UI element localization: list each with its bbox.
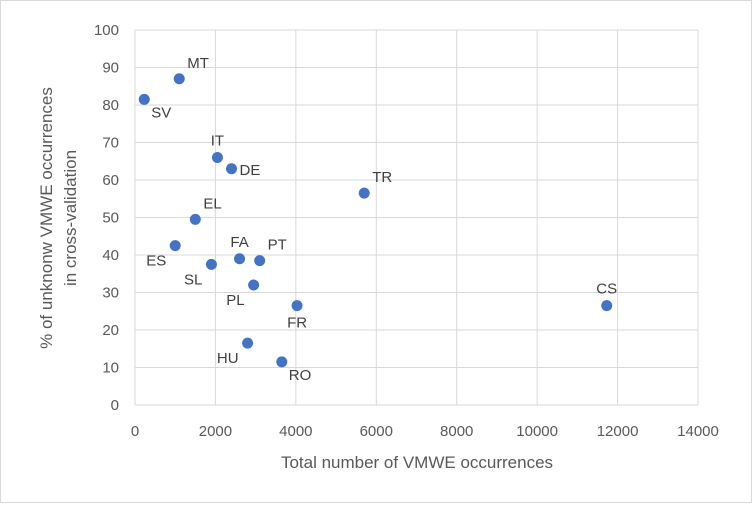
- gridlines: [134, 29, 699, 406]
- point-label-pl: PL: [226, 292, 244, 309]
- point-label-sv: SV: [151, 104, 171, 121]
- point-label-fr: FR: [287, 315, 307, 332]
- point-label-ro: RO: [289, 367, 312, 384]
- x-tick-label: 4000: [279, 423, 312, 440]
- point-fr: [291, 300, 303, 312]
- point-label-mt: MT: [187, 55, 209, 72]
- y-tick-label: 20: [102, 322, 119, 339]
- point-label-cs: CS: [596, 281, 617, 298]
- y-tick-label: 60: [102, 172, 119, 189]
- x-tick-label: 0: [131, 423, 139, 440]
- point-pl: [248, 279, 260, 291]
- y-tick-label: 0: [111, 397, 119, 414]
- y-tick-label: 50: [102, 210, 119, 227]
- point-el: [189, 213, 201, 225]
- point-label-hu: HU: [217, 350, 239, 367]
- point-sl: [205, 258, 217, 270]
- point-ro: [276, 356, 288, 368]
- point-label-el: EL: [203, 195, 221, 212]
- tick-labels: 0 10 20 30 40 50 60 70 80 90 100 0 2000 4000 6000 8000 1…: [94, 22, 719, 440]
- point-fa: [234, 253, 246, 265]
- point-mt: [173, 73, 185, 85]
- y-axis-title-line-2: in cross-validation: [61, 150, 80, 286]
- point-label-it: IT: [211, 133, 224, 150]
- y-tick-label: 30: [102, 285, 119, 302]
- point-label-pt: PT: [268, 237, 287, 254]
- x-tick-label: 2000: [199, 423, 232, 440]
- x-tick-label: 10000: [516, 423, 558, 440]
- data-points: [138, 73, 613, 368]
- y-tick-label: 10: [102, 360, 119, 377]
- x-tick-label: 8000: [440, 423, 473, 440]
- point-hu: [242, 337, 254, 349]
- point-label-sl: SL: [184, 271, 202, 288]
- point-tr: [358, 187, 370, 199]
- x-axis-title: Total number of VMWE occurrences: [281, 453, 553, 472]
- point-label-de: DE: [240, 162, 261, 179]
- y-tick-label: 80: [102, 97, 119, 114]
- point-it: [211, 152, 223, 163]
- point-pt: [254, 255, 266, 267]
- y-axis-title-line-1: % of unknonw VMWE occurrences: [37, 87, 56, 349]
- y-tick-label: 90: [102, 60, 119, 77]
- y-tick-label: 100: [94, 22, 119, 39]
- y-tick-label: 70: [102, 135, 119, 152]
- x-tick-label: 6000: [360, 423, 393, 440]
- point-es: [169, 240, 181, 252]
- point-de: [226, 163, 238, 175]
- point-label-fa: FA: [230, 234, 248, 251]
- point-labels: MT SV IT DE TR EL ES FA PT SL PL FR CS HU RO: [146, 55, 617, 384]
- x-tick-label: 12000: [597, 423, 639, 440]
- point-label-tr: TR: [372, 169, 392, 186]
- point-sv: [138, 93, 150, 105]
- point-label-es: ES: [146, 253, 166, 270]
- x-tick-label: 14000: [677, 423, 719, 440]
- point-cs: [601, 300, 613, 312]
- y-tick-label: 40: [102, 247, 119, 264]
